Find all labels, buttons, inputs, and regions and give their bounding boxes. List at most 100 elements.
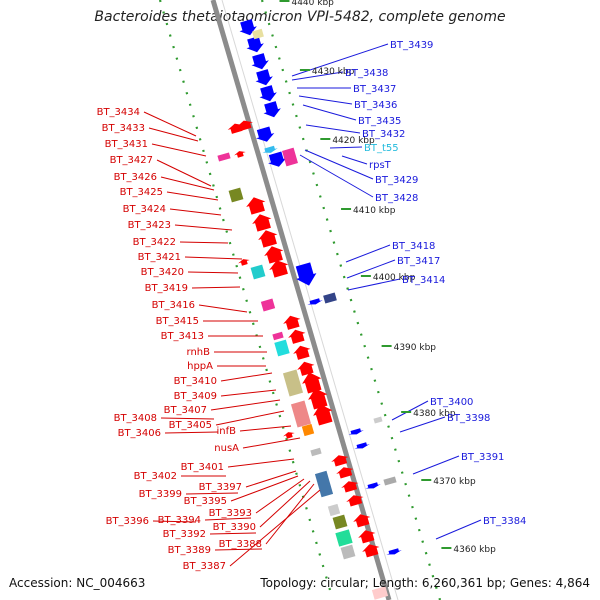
right-leader-line: [399, 416, 446, 433]
right-gene-label: BT_3391: [461, 452, 504, 463]
left-gene-label: BT_3416: [152, 300, 195, 311]
right-leader-line: [298, 95, 353, 105]
left-leader-line: [187, 271, 239, 274]
reverse-gene-arrow-small: [307, 298, 323, 305]
left-leader-line: [259, 480, 311, 528]
right-gene-label: BT_3414: [402, 275, 445, 286]
reverse-gene-block: [383, 476, 397, 486]
forward-gene-arrow: [246, 197, 266, 215]
forward-gene-block: [228, 187, 244, 203]
forward-gene-arrow: [336, 467, 354, 479]
reverse-gene-block: [282, 147, 298, 167]
left-gene-labels: BT_3434 BT_3433 BT_3431 BT_3427 BT_3426 BT_34…: [97, 107, 262, 572]
forward-gene-arrow: [252, 214, 272, 232]
reverse-gene-arrow: [263, 101, 281, 118]
left-leader-line: [160, 417, 215, 420]
ruler-labels: 4440 kbp 4430 kbp 4420 kbp 4410 kbp 4400 kbp…: [279, 0, 496, 555]
forward-gene-block: [371, 586, 389, 600]
reverse-gene-arrow: [259, 85, 277, 102]
left-leader-line: [169, 208, 222, 216]
ruler-label: 4400 kbp: [373, 273, 416, 283]
right-leader-line: [412, 455, 460, 475]
forward-gene-arrow: [313, 404, 333, 426]
left-leader-line: [239, 425, 292, 432]
forward-gene-block: [340, 544, 356, 560]
forward-gene-block: [310, 447, 322, 457]
left-leader-line: [184, 256, 243, 260]
right-leader-line: [299, 154, 374, 198]
left-gene-label: BT_3399: [139, 489, 182, 500]
ruler-label: 4360 kbp: [453, 545, 496, 555]
left-leader-line: [265, 483, 315, 545]
ruler-label: 4410 kbp: [353, 206, 396, 216]
left-gene-label: BT_3419: [145, 283, 188, 294]
left-leader-line: [152, 520, 197, 523]
forward-gene-arrow: [283, 432, 295, 439]
left-gene-label: BT_3427: [110, 155, 153, 166]
trna-feature: [262, 145, 278, 153]
label-leader-lines: [143, 43, 482, 567]
right-gene-label: BT_3438: [345, 68, 388, 79]
left-gene-label: BT_3396: [106, 516, 149, 527]
right-leader-line: [305, 124, 361, 134]
reverse-gene-arrow: [246, 36, 264, 53]
ruler-dots-track: [158, 0, 442, 600]
forward-gene-arrow: [236, 120, 254, 131]
right-gene-label: BT_3428: [375, 193, 418, 204]
left-leader-line: [220, 389, 277, 397]
forward-gene-block: [290, 400, 312, 428]
left-gene-label: BT_3393: [209, 508, 252, 519]
left-leader-line: [156, 159, 212, 187]
left-gene-label: BT_3405: [169, 420, 212, 431]
forward-gene-block: [217, 152, 231, 162]
reverse-gene-arrow-small: [354, 442, 370, 449]
forward-gene-arrow: [283, 315, 301, 330]
left-leader-line: [151, 143, 207, 157]
right-gene-label: BT_3418: [392, 241, 435, 252]
reverse-gene-arrow: [295, 262, 317, 286]
left-leader-line: [166, 191, 219, 201]
left-gene-label: BT_3387: [183, 561, 226, 572]
left-leader-line: [214, 548, 263, 551]
right-leader-line: [302, 104, 357, 121]
right-leader-line: [329, 146, 363, 149]
left-leader-line: [220, 372, 273, 382]
right-gene-label: BT_3417: [397, 256, 440, 267]
right-leader-line: [304, 149, 374, 180]
left-gene-label: BT_3402: [134, 471, 177, 482]
forward-gene-block: [314, 470, 334, 498]
right-gene-label: BT_3429: [375, 175, 418, 186]
right-leader-line: [291, 71, 344, 81]
left-leader-line: [215, 410, 285, 426]
right-gene-label: BT_3439: [390, 40, 433, 51]
forward-gene-arrow: [258, 230, 278, 248]
right-gene-label: rpsT: [369, 160, 392, 171]
reverse-gene-arrow-small: [348, 428, 364, 435]
left-gene-label: BT_3425: [120, 187, 163, 198]
forward-gene-arrow: [297, 361, 315, 376]
forward-gene-block: [282, 369, 304, 397]
left-leader-line: [209, 532, 257, 535]
ruler-label: 4390 kbp: [394, 343, 437, 353]
left-gene-label: BT_3397: [199, 482, 242, 493]
left-leader-line: [198, 304, 248, 313]
left-gene-label: hppA: [187, 361, 213, 372]
left-gene-label: BT_3422: [133, 237, 176, 248]
left-gene-label: BT_3434: [97, 107, 140, 118]
reverse-gene-arrow: [251, 53, 269, 70]
left-gene-label: BT_3410: [174, 376, 217, 387]
left-gene-label: BT_3421: [138, 252, 181, 263]
accession-text: Accession: NC_004663: [9, 576, 146, 590]
left-gene-label: BT_3409: [174, 391, 217, 402]
left-leader-line: [227, 458, 295, 468]
left-gene-label: BT_3408: [114, 413, 157, 424]
left-gene-label: rnhB: [187, 347, 211, 358]
reverse-gene-arrow: [255, 69, 273, 86]
forward-gene-arrow: [331, 455, 349, 467]
left-leader-line: [210, 399, 281, 411]
left-gene-label: BT_3406: [118, 428, 161, 439]
right-gene-label: BT_3436: [354, 100, 397, 111]
left-gene-label: BT_3395: [184, 496, 227, 507]
forward-gene-arrow: [308, 388, 328, 410]
